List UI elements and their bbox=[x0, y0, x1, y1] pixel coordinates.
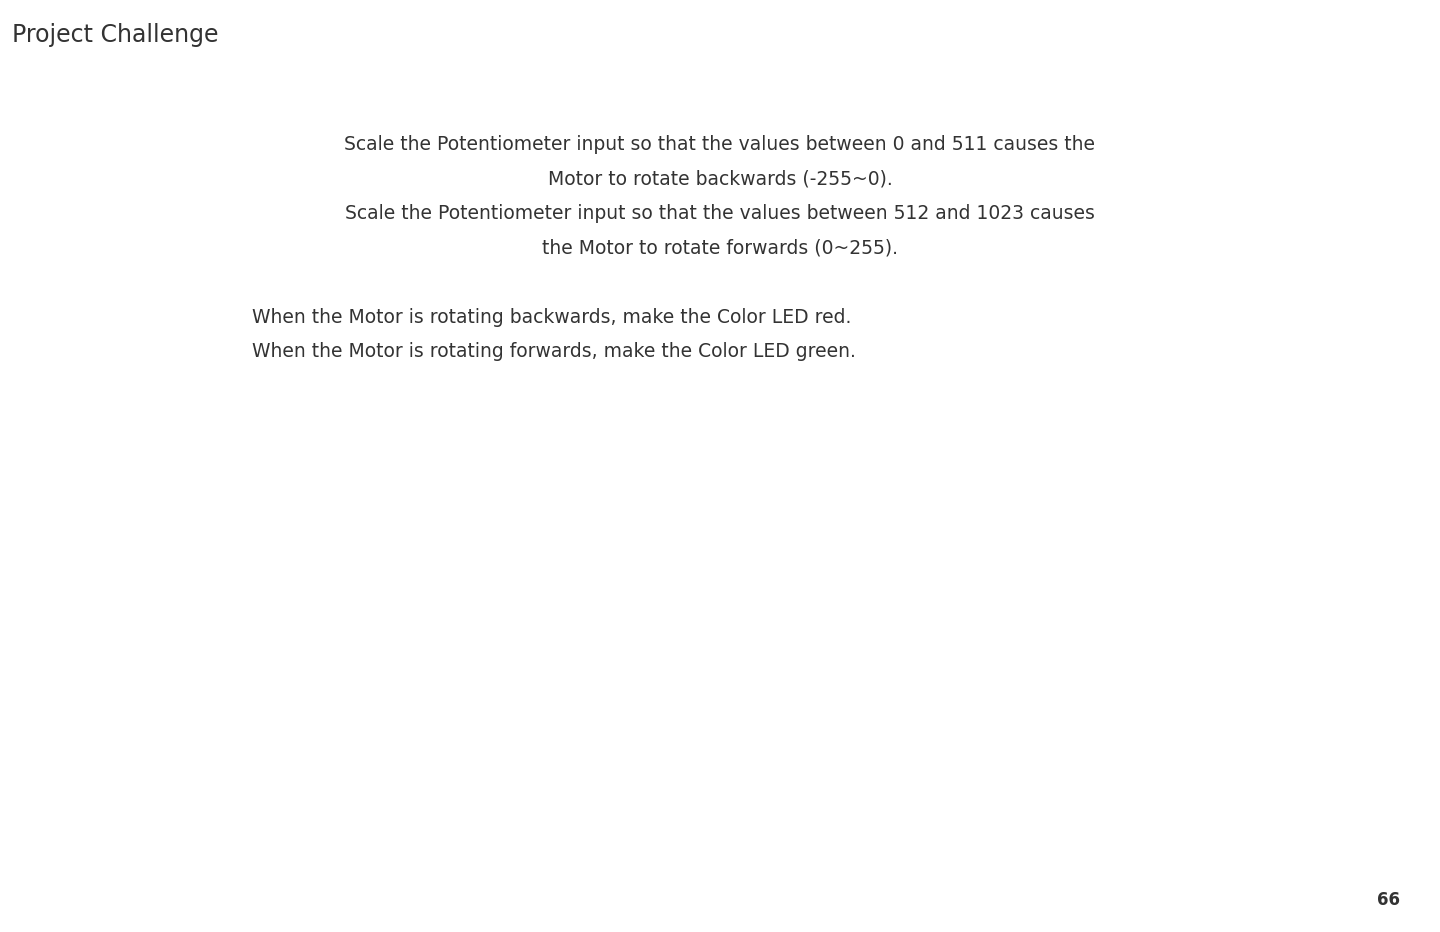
Text: When the Motor is rotating forwards, make the Color LED green.: When the Motor is rotating forwards, mak… bbox=[252, 342, 855, 361]
Text: Scale the Potentiometer input so that the values between 0 and 511 causes the: Scale the Potentiometer input so that th… bbox=[344, 135, 1096, 154]
Text: Scale the Potentiometer input so that the values between 512 and 1023 causes: Scale the Potentiometer input so that th… bbox=[346, 204, 1094, 223]
Text: When the Motor is rotating backwards, make the Color LED red.: When the Motor is rotating backwards, ma… bbox=[252, 308, 851, 326]
Text: 66: 66 bbox=[1377, 891, 1400, 909]
Text: Project Challenge: Project Challenge bbox=[12, 23, 217, 48]
Text: the Motor to rotate forwards (0~255).: the Motor to rotate forwards (0~255). bbox=[541, 239, 899, 257]
Text: Motor to rotate backwards (-255~0).: Motor to rotate backwards (-255~0). bbox=[547, 170, 893, 188]
